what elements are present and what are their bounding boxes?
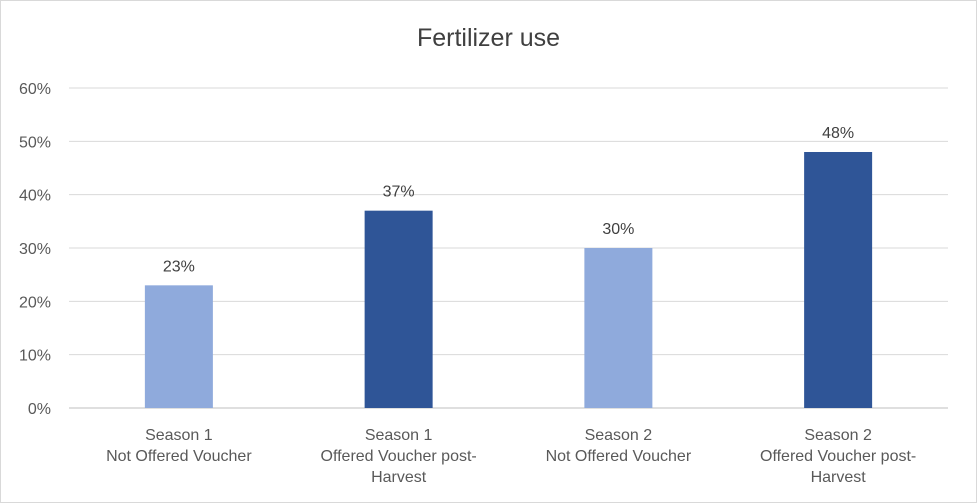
data-label: 37% xyxy=(383,184,415,201)
y-tick-label: 0% xyxy=(28,401,51,418)
bar xyxy=(364,210,433,408)
y-tick-label: 40% xyxy=(19,188,51,205)
x-tick-label: Season 1 Offered Voucher post- Harvest xyxy=(321,427,477,486)
data-label: 48% xyxy=(822,125,854,142)
bars xyxy=(144,152,873,408)
x-tick-label-line: Harvest xyxy=(811,469,867,486)
x-tick-label-line: Season 2 xyxy=(804,427,872,444)
x-tick-label-line: Season 1 xyxy=(365,427,433,444)
y-tick-label: 30% xyxy=(19,241,51,258)
y-axis-ticks: 0% 10% 20% 30% 40% 50% 60% xyxy=(19,81,51,418)
y-tick-label: 60% xyxy=(19,81,51,98)
x-tick-label-line: Not Offered Voucher xyxy=(546,448,692,465)
x-tick-label-line: Offered Voucher post- xyxy=(760,448,916,465)
data-label: 30% xyxy=(602,221,634,238)
bar xyxy=(144,285,213,408)
y-tick-label: 50% xyxy=(19,134,51,151)
chart-title: Fertilizer use xyxy=(416,24,561,52)
data-labels: 23% 37% 30% 48% xyxy=(163,125,854,275)
x-tick-label: Season 1 Not Offered Voucher xyxy=(106,427,252,465)
bar xyxy=(584,248,653,408)
x-tick-label-line: Season 2 xyxy=(585,427,653,444)
x-tick-label: Season 2 Not Offered Voucher xyxy=(546,427,692,465)
y-tick-label: 10% xyxy=(19,348,51,365)
x-tick-label: Season 2 Offered Voucher post- Harvest xyxy=(760,427,916,486)
x-axis-ticks: Season 1 Not Offered Voucher Season 1 Offer… xyxy=(106,427,916,486)
x-tick-label-line: Not Offered Voucher xyxy=(106,448,252,465)
x-tick-label-line: Harvest xyxy=(371,469,427,486)
x-tick-label-line: Offered Voucher post- xyxy=(321,448,477,465)
y-tick-label: 20% xyxy=(19,294,51,311)
data-label: 23% xyxy=(163,258,195,275)
bar xyxy=(804,152,873,408)
x-tick-label-line: Season 1 xyxy=(145,427,213,444)
gridlines xyxy=(69,87,948,409)
